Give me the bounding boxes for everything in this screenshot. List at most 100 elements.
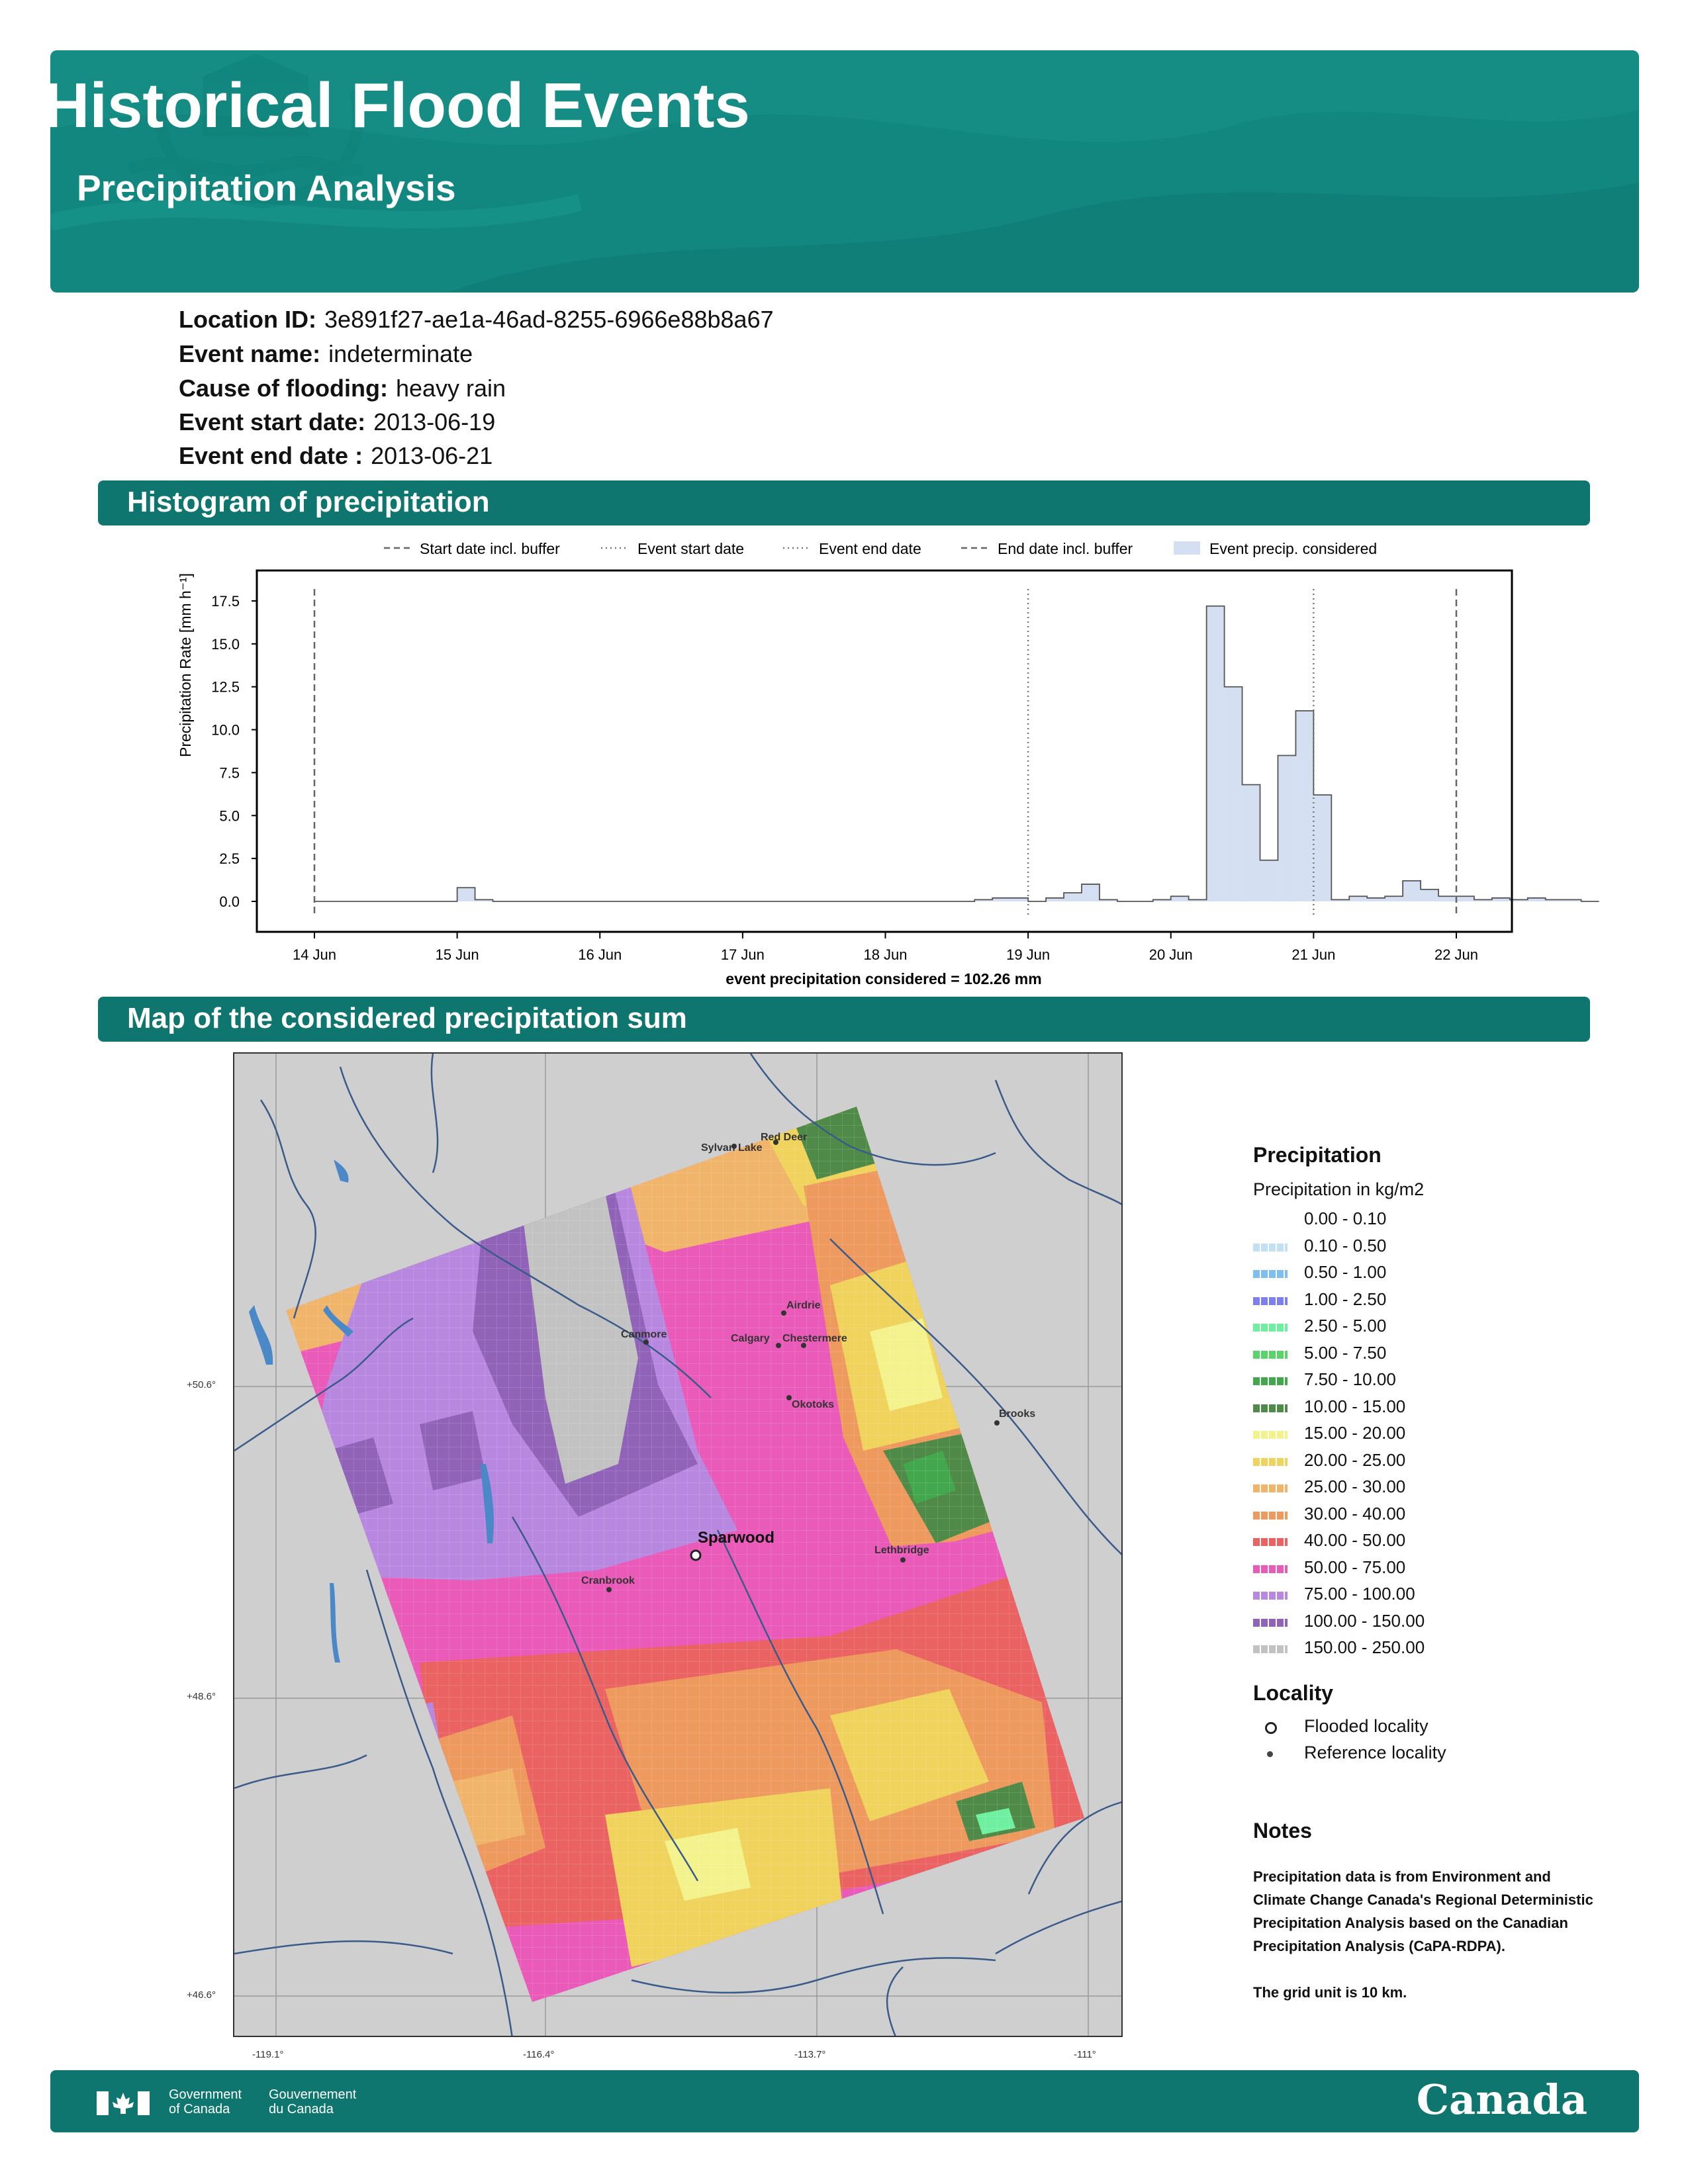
marker-canmore — [643, 1340, 649, 1345]
marker-okotoks — [786, 1395, 792, 1400]
legend-subtitle: Precipitation in kg/m2 — [1253, 1179, 1425, 1199]
locality-legend-title: Locality — [1253, 1681, 1333, 1705]
y-tick-label: 7.5 — [219, 764, 240, 781]
chart-y-ticks: 0.0 2.5 5.0 7.5 10.0 12.5 15.0 17.5 — [211, 593, 257, 910]
marker-airdrie — [781, 1310, 786, 1316]
histogram-bar — [1295, 711, 1314, 901]
header-wave-decoration — [50, 50, 1639, 293]
legend-label: 50.00 - 75.00 — [1304, 1557, 1406, 1577]
precipitation-map: Red Deer Sylvan Lake Airdrie Canmore Cal… — [233, 1052, 1123, 2037]
info-event-name: Event name: indeterminate — [179, 340, 473, 368]
x-tick-label: 16 Jun — [578, 946, 622, 963]
legend-label: 0.10 - 0.50 — [1304, 1235, 1387, 1255]
legend-title: Precipitation — [1253, 1143, 1382, 1167]
notes-data-source: Precipitation data is from Environment a… — [1253, 1868, 1593, 1954]
map-label-brooks: Brooks — [999, 1408, 1036, 1420]
legend-swatch — [1253, 1216, 1288, 1224]
histogram-bar — [1385, 896, 1403, 901]
info-label: Cause of flooding: — [179, 375, 388, 402]
legend-swatch — [1253, 1538, 1288, 1546]
histogram-bar — [1099, 899, 1117, 901]
legend-swatch — [1253, 1457, 1288, 1466]
legend-swatch — [1253, 1270, 1288, 1278]
histogram-bar — [1260, 860, 1278, 901]
legend-label: 1.00 - 2.50 — [1304, 1289, 1387, 1309]
map-locality-markers — [606, 1140, 1000, 1592]
info-location-id: Location ID: 3e891f27-ae1a-46ad-8255-6966… — [179, 306, 774, 334]
legend-label: 2.50 - 5.00 — [1304, 1316, 1387, 1336]
histogram-bar — [1331, 899, 1350, 901]
legend-swatch — [1253, 1324, 1288, 1332]
info-label: Event start date: — [179, 408, 366, 435]
x-tick-label: 22 Jun — [1434, 946, 1478, 963]
histogram-bar — [457, 887, 475, 901]
marker-brooks — [994, 1420, 1000, 1426]
y-tick-label: 2.5 — [219, 850, 240, 867]
legend-swatch — [1253, 1565, 1288, 1573]
map-label-cranbrook: Cranbrook — [581, 1575, 635, 1586]
notes-body: Precipitation data is from Environment a… — [1253, 1865, 1604, 2004]
legend-swatch — [1253, 1645, 1288, 1653]
histogram-bar — [1170, 896, 1189, 901]
histogram-bar — [1224, 686, 1243, 901]
histogram-bar — [1527, 897, 1546, 901]
legend-swatch — [1253, 1377, 1288, 1385]
lon-label: -116.4° — [523, 2049, 555, 2060]
y-tick-label: 5.0 — [219, 807, 240, 824]
map-label-canmore: Canmore — [621, 1329, 667, 1340]
legend-label: 100.00 - 150.00 — [1304, 1610, 1425, 1631]
histogram-bar — [1349, 896, 1368, 901]
legend-label-event-start: Event start date — [637, 540, 744, 557]
histogram-bar — [974, 899, 993, 901]
page-subtitle: Precipitation Analysis — [77, 167, 456, 208]
flooded-locality-label: Flooded locality — [1304, 1716, 1429, 1736]
legend-label-event-end: Event end date — [819, 540, 921, 557]
histogram-bar — [1509, 899, 1528, 901]
map-rivers — [234, 1054, 1121, 2036]
page-title: Historical Flood Events — [44, 70, 750, 141]
precipitation-histogram: Start date incl. buffer Event start date… — [177, 540, 1599, 987]
legend-swatch — [1253, 1404, 1288, 1412]
legend-label: 0.00 - 0.10 — [1304, 1208, 1387, 1228]
histogram-bar — [1010, 897, 1029, 901]
histogram-section-title: Histogram of precipitation — [98, 480, 1590, 525]
house-water-icon — [127, 54, 364, 209]
map-label-lethbridge: Lethbridge — [874, 1545, 929, 1556]
info-value: indeterminate — [328, 340, 473, 367]
canada-wordmark: Canada — [1416, 2075, 1587, 2124]
y-tick-label: 12.5 — [211, 679, 240, 696]
legend-label-start-buffer: Start date incl. buffer — [420, 540, 560, 557]
x-tick-label: 20 Jun — [1149, 946, 1193, 963]
histogram-bar — [475, 899, 493, 901]
chart-y-axis-label: Precipitation Rate [mm h⁻¹] — [177, 573, 194, 757]
legend-swatch — [1253, 1592, 1288, 1600]
legend-label: 15.00 - 20.00 — [1304, 1423, 1406, 1443]
footer-gov-en: Government of Canada — [169, 2087, 242, 2116]
info-value: 2013-06-19 — [373, 408, 496, 435]
legend-label: 30.00 - 40.00 — [1304, 1503, 1406, 1524]
y-tick-label: 0.0 — [219, 893, 240, 910]
histogram-bar — [1421, 889, 1439, 901]
map-label-sylvan-lake: Sylvan Lake — [701, 1142, 763, 1154]
legend-swatch — [1253, 1484, 1288, 1492]
precipitation-grid — [286, 1107, 1084, 2002]
y-tick-label: 10.0 — [211, 722, 240, 739]
histogram-bar — [1206, 606, 1225, 901]
page-header — [50, 50, 1639, 293]
canada-flag-icon — [97, 2091, 150, 2115]
x-tick-label: 15 Jun — [436, 946, 479, 963]
x-tick-label: 19 Jun — [1006, 946, 1050, 963]
chart-legend: Start date incl. buffer Event start date… — [384, 540, 1377, 557]
reference-locality-icon — [1267, 1751, 1273, 1757]
histogram-bar — [1474, 899, 1492, 901]
legend-label: 7.50 - 10.00 — [1304, 1369, 1396, 1389]
map-section-title: Map of the considered precipitation sum — [98, 997, 1590, 1042]
legend-label: 25.00 - 30.00 — [1304, 1477, 1406, 1496]
legend-label: 5.00 - 7.50 — [1304, 1342, 1387, 1363]
histogram-bar — [992, 897, 1011, 901]
info-event-end-date: Event end date : 2013-06-21 — [179, 442, 492, 470]
info-cause-of-flooding: Cause of flooding: heavy rain — [179, 375, 506, 402]
info-label: Location ID: — [179, 306, 316, 333]
histogram-outline — [314, 605, 1599, 902]
map-label-red-deer: Red Deer — [761, 1132, 808, 1143]
